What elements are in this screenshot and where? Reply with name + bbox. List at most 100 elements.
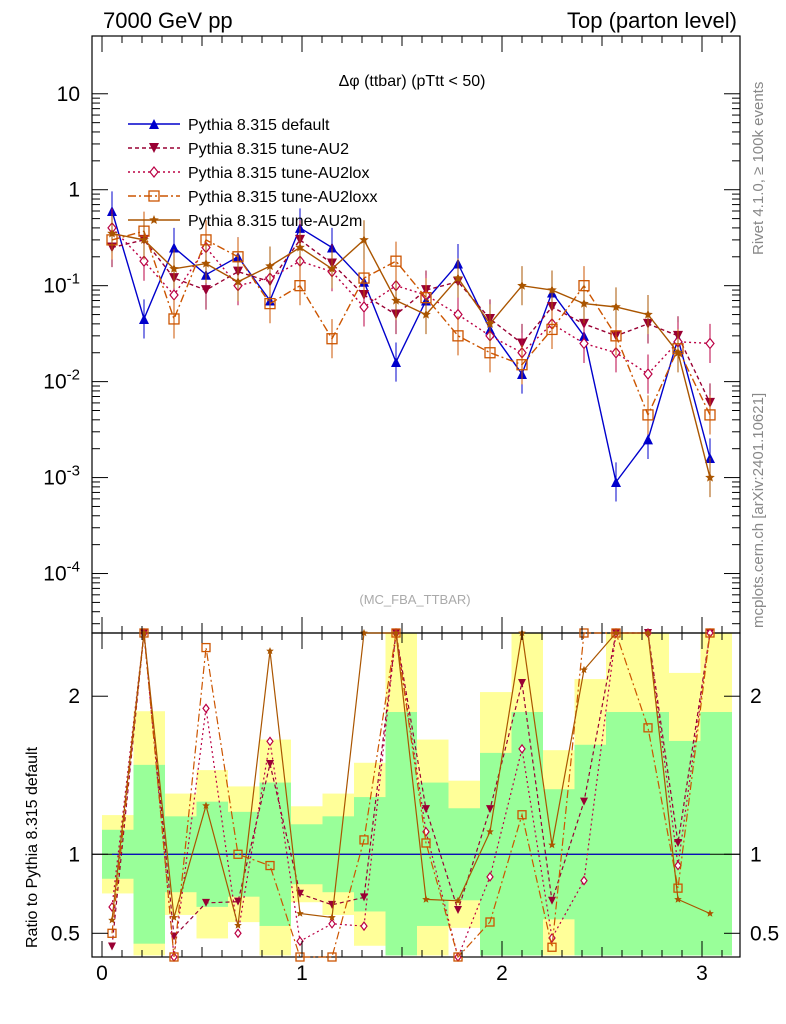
data-point bbox=[360, 893, 368, 902]
y-tick-label: 10-2 bbox=[43, 367, 80, 394]
data-point bbox=[643, 723, 653, 733]
data-point bbox=[232, 251, 244, 263]
data-point bbox=[705, 628, 715, 638]
data-point bbox=[422, 805, 430, 814]
legend-entry: Pythia 8.315 tune-AU2 bbox=[188, 141, 349, 158]
data-point bbox=[108, 916, 116, 924]
data-point bbox=[327, 952, 337, 962]
legend: Pythia 8.315 default Pythia 8.315 tune-AU… bbox=[128, 117, 377, 230]
data-point bbox=[611, 302, 621, 311]
data-point bbox=[517, 280, 527, 290]
data-point bbox=[107, 228, 117, 238]
data-point bbox=[201, 258, 211, 268]
data-point bbox=[486, 871, 494, 882]
data-point bbox=[643, 309, 653, 319]
data-point bbox=[264, 297, 276, 310]
data-point bbox=[484, 347, 496, 359]
series-layer bbox=[106, 191, 716, 502]
x-tick-label: 1 bbox=[296, 962, 308, 985]
data-point bbox=[168, 313, 180, 325]
data-point bbox=[359, 300, 369, 313]
data-point bbox=[358, 272, 370, 284]
x-tick-label: 0 bbox=[96, 962, 108, 985]
data-point bbox=[580, 665, 588, 674]
data-point bbox=[548, 841, 556, 849]
data-point bbox=[359, 234, 369, 244]
band-green bbox=[700, 712, 732, 956]
data-point bbox=[234, 897, 242, 906]
data-point bbox=[265, 860, 275, 871]
x-tick-label: 2 bbox=[496, 962, 508, 985]
data-point bbox=[580, 797, 588, 806]
data-point bbox=[580, 875, 588, 886]
series-line bbox=[111, 230, 711, 417]
data-point bbox=[149, 119, 159, 129]
series-2 bbox=[107, 208, 715, 394]
data-point bbox=[169, 242, 179, 253]
data-point bbox=[705, 337, 715, 350]
band-green bbox=[574, 744, 606, 956]
data-point bbox=[518, 743, 526, 754]
ratio-uncertainty-bands bbox=[102, 633, 732, 956]
data-point bbox=[454, 906, 462, 915]
data-point bbox=[169, 263, 179, 273]
data-point bbox=[202, 703, 210, 714]
data-point bbox=[485, 917, 495, 927]
data-point bbox=[233, 849, 243, 859]
data-point bbox=[674, 860, 682, 871]
data-point bbox=[452, 330, 464, 342]
data-point bbox=[705, 472, 715, 482]
data-point bbox=[295, 242, 305, 252]
ratio-tick-label-right: 1 bbox=[750, 843, 762, 866]
data-point bbox=[546, 323, 558, 336]
ratio-tick-label-left: 2 bbox=[68, 685, 80, 708]
legend-entry: Pythia 8.315 default bbox=[188, 117, 330, 134]
data-point bbox=[674, 895, 682, 903]
header-right: Top (parton level) bbox=[567, 8, 737, 33]
data-point bbox=[642, 409, 654, 421]
data-point bbox=[453, 273, 463, 283]
series-line bbox=[111, 232, 711, 478]
data-point bbox=[547, 285, 557, 295]
data-point bbox=[486, 805, 494, 814]
data-point bbox=[548, 896, 556, 905]
data-point bbox=[327, 263, 337, 273]
data-point bbox=[326, 333, 338, 345]
data-point bbox=[328, 918, 336, 929]
data-point bbox=[486, 827, 494, 835]
data-point bbox=[547, 942, 557, 952]
band-green bbox=[385, 712, 417, 956]
series-1 bbox=[107, 220, 715, 423]
data-point bbox=[294, 280, 306, 292]
ratio-tick-label-left: 0.5 bbox=[51, 922, 80, 945]
y-tick-label: 1 bbox=[68, 179, 80, 202]
legend-entry: Pythia 8.315 tune-AU2m bbox=[188, 213, 362, 230]
data-point bbox=[518, 679, 526, 688]
data-point bbox=[392, 629, 400, 637]
ratio-line bbox=[111, 632, 711, 926]
y-tick-label: 10-4 bbox=[43, 559, 80, 586]
data-point bbox=[360, 921, 368, 932]
data-point bbox=[579, 337, 589, 350]
data-point bbox=[391, 295, 401, 305]
y-tick-label: 10-1 bbox=[43, 271, 80, 298]
data-point bbox=[611, 476, 621, 487]
data-point bbox=[674, 838, 682, 847]
data-point bbox=[149, 215, 159, 224]
data-point bbox=[169, 952, 179, 962]
ratio-line bbox=[111, 632, 711, 947]
mcplots-label: mcplots.cern.ch [arXiv:2401.10621] bbox=[750, 393, 767, 628]
legend-entry: Pythia 8.315 tune-AU2lox bbox=[188, 165, 369, 182]
data-point bbox=[643, 368, 653, 380]
data-point bbox=[266, 647, 274, 655]
ratio-line bbox=[111, 632, 711, 959]
data-point bbox=[108, 942, 116, 951]
data-point bbox=[296, 909, 304, 917]
data-point bbox=[516, 359, 528, 371]
x-tick-label: 3 bbox=[696, 962, 708, 985]
data-point bbox=[234, 928, 242, 939]
data-point bbox=[149, 166, 159, 178]
data-point bbox=[201, 642, 211, 653]
data-point bbox=[579, 298, 589, 308]
